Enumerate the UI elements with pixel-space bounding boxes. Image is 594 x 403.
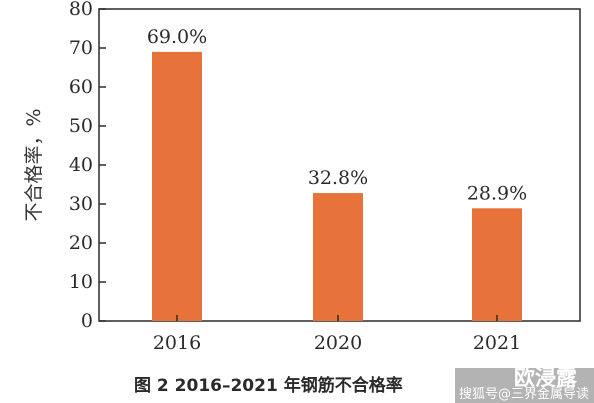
bar-2016 [152, 51, 202, 322]
x-tick-label-2020: 2020 [314, 332, 362, 354]
bars: 69.0% 32.8% 28.9% [147, 26, 527, 322]
x-axis-tick-labels: 2016 2020 2021 [153, 315, 521, 354]
data-label-2016: 69.0% [147, 26, 207, 48]
x-tick-label-2016: 2016 [153, 332, 201, 354]
data-label-2020: 32.8% [308, 167, 368, 189]
y-axis-label: 不合格率，% [23, 108, 45, 221]
y-tick-label: 60 [69, 76, 93, 98]
y-tick-label: 50 [69, 115, 93, 137]
y-tick-label: 20 [69, 232, 93, 254]
y-tick-label: 10 [69, 271, 93, 293]
y-tick-label: 0 [81, 310, 93, 332]
watermark-backdrop [455, 368, 594, 403]
figure-caption: 图 2 2016–2021 年钢筋不合格率 [134, 375, 403, 396]
watermark-logo-text: 欧浸露 [514, 366, 578, 390]
x-tick-label-2021: 2021 [473, 332, 521, 354]
y-tick-label: 70 [69, 37, 93, 59]
bar-2021 [472, 208, 522, 321]
watermark-small-text: 搜狐号@三界金属导读 [459, 386, 589, 402]
data-label-2021: 28.9% [467, 182, 527, 204]
y-tick-label: 80 [69, 0, 93, 20]
y-axis-ticks: 0 10 20 30 40 50 60 70 80 [69, 0, 106, 332]
bar-2020 [313, 193, 363, 321]
y-tick-label: 40 [69, 154, 93, 176]
y-tick-label: 30 [69, 193, 93, 215]
